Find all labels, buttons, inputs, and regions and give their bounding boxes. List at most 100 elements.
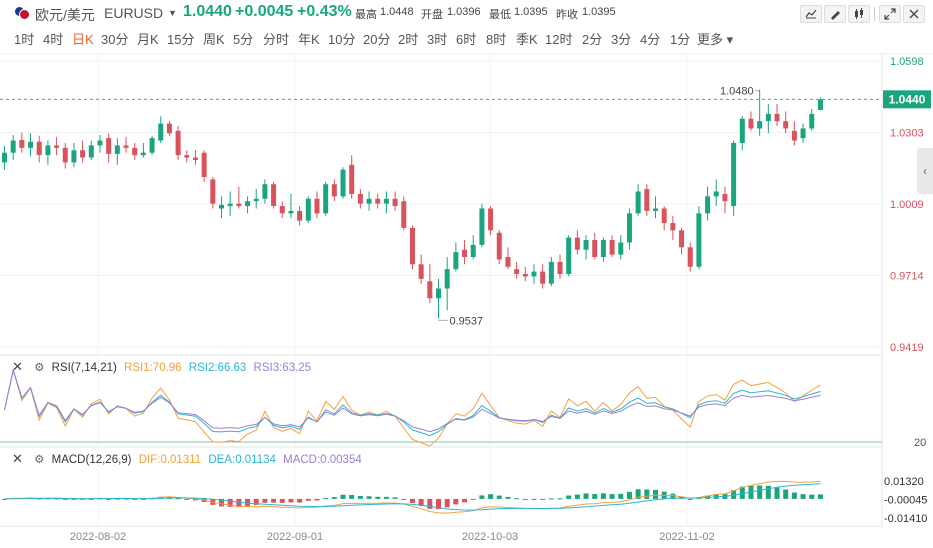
close-icon[interactable] bbox=[903, 5, 925, 23]
price-axis-label: 1.0009 bbox=[890, 199, 924, 211]
period-tab-8[interactable]: 分时 bbox=[263, 32, 290, 47]
candle-body bbox=[618, 242, 624, 255]
low-marker-label: 0.9537 bbox=[450, 315, 484, 327]
close-rsi-icon[interactable]: ✕ bbox=[12, 359, 23, 374]
period-tab-20[interactable]: 4分 bbox=[640, 32, 661, 47]
period-tab-18[interactable]: 2分 bbox=[582, 32, 603, 47]
candle-body bbox=[800, 128, 806, 139]
period-tab-10[interactable]: 10分 bbox=[328, 32, 356, 47]
candle-body bbox=[592, 240, 598, 258]
candle-body bbox=[418, 264, 424, 279]
period-tab-3[interactable]: 30分 bbox=[101, 32, 129, 47]
macd-histogram-bar bbox=[349, 494, 355, 499]
candle-body bbox=[514, 269, 520, 274]
rsi1-value: RSI1:70.96 bbox=[124, 362, 182, 374]
candle-body bbox=[305, 198, 311, 221]
price-change: +0.0045 bbox=[235, 3, 294, 20]
high-label: 最高 bbox=[355, 9, 377, 21]
candle-body bbox=[132, 147, 138, 156]
macd-histogram-bar bbox=[583, 493, 589, 499]
period-tab-19[interactable]: 3分 bbox=[611, 32, 632, 47]
macd-histogram-bar bbox=[488, 494, 494, 499]
candle-body bbox=[600, 240, 606, 258]
period-tab-9[interactable]: 年K bbox=[298, 32, 320, 47]
macd-histogram-bar bbox=[540, 498, 546, 500]
macd-axis-label: 0.01320 bbox=[884, 476, 924, 488]
period-tab-21[interactable]: 1分 bbox=[670, 32, 691, 47]
price-axis-label: 1.0303 bbox=[890, 128, 924, 140]
dea-value: DEA:0.01134 bbox=[208, 454, 276, 466]
candle-body bbox=[158, 123, 164, 141]
macd-histogram-bar bbox=[774, 487, 780, 499]
close-macd-icon[interactable]: ✕ bbox=[12, 451, 23, 466]
macd-histogram-bar bbox=[574, 494, 580, 499]
collapse-panel-icon[interactable]: ‹ bbox=[917, 148, 933, 194]
macd-histogram-bar bbox=[409, 498, 415, 503]
period-tab-15[interactable]: 8时 bbox=[486, 32, 507, 47]
period-tab-14[interactable]: 6时 bbox=[456, 32, 477, 47]
rsi-level-label: 20 bbox=[914, 437, 926, 449]
candle-body bbox=[375, 198, 381, 204]
candle-body bbox=[757, 121, 763, 129]
symbol-code[interactable]: EURUSD bbox=[104, 5, 164, 21]
candle-body bbox=[713, 191, 719, 197]
rsi2-value: RSI2:66.63 bbox=[188, 362, 247, 374]
macd-histogram-bar bbox=[392, 497, 398, 499]
macd-histogram-bar bbox=[175, 498, 181, 500]
candle-body bbox=[184, 155, 190, 158]
draw-icon[interactable] bbox=[824, 5, 846, 23]
candle-body bbox=[791, 130, 797, 141]
candle-body bbox=[653, 208, 658, 211]
period-tab-16[interactable]: 季K bbox=[516, 32, 538, 47]
macd-histogram-bar bbox=[444, 498, 450, 508]
candle-body bbox=[149, 138, 155, 153]
macd-histogram-bar bbox=[522, 498, 528, 500]
candle-body bbox=[696, 213, 702, 267]
period-tab-4[interactable]: 月K bbox=[137, 32, 159, 47]
period-tab-0[interactable]: 1时 bbox=[14, 32, 35, 47]
line-chart-icon[interactable] bbox=[800, 5, 822, 23]
macd-label: MACD(12,26,9) bbox=[51, 454, 132, 466]
period-tab-6[interactable]: 周K bbox=[203, 32, 225, 47]
candlestick-settings-icon[interactable] bbox=[848, 5, 870, 23]
candle-body bbox=[774, 113, 780, 122]
period-tab-5[interactable]: 15分 bbox=[167, 32, 195, 47]
macd-histogram-bar bbox=[505, 496, 511, 499]
candle-body bbox=[809, 113, 815, 129]
macd-histogram-bar bbox=[557, 498, 563, 500]
period-tab-13[interactable]: 3时 bbox=[427, 32, 448, 47]
fullscreen-icon[interactable] bbox=[879, 5, 901, 23]
candle-body bbox=[219, 204, 224, 209]
candle-body bbox=[383, 198, 389, 204]
candle-body bbox=[366, 198, 372, 204]
macd-histogram-bar bbox=[331, 497, 337, 499]
macd-axis-label: -0.01410 bbox=[884, 513, 927, 525]
period-tab-17[interactable]: 12时 bbox=[545, 32, 573, 47]
prev-close-value: 1.0395 bbox=[582, 6, 616, 18]
toolbar-divider bbox=[874, 7, 875, 21]
candle-body bbox=[80, 150, 86, 158]
macd-histogram-bar bbox=[62, 498, 68, 500]
period-tab-11[interactable]: 20分 bbox=[363, 32, 391, 47]
candle-body bbox=[106, 138, 112, 154]
candle-body bbox=[253, 198, 259, 202]
period-tab-2[interactable]: 日K bbox=[72, 32, 94, 47]
period-tab-1[interactable]: 4时 bbox=[43, 32, 64, 47]
macd-histogram-bar bbox=[184, 498, 190, 500]
high-marker-label: 1.0480 bbox=[720, 86, 754, 98]
symbol-name[interactable]: 欧元/美元 bbox=[35, 7, 95, 23]
rsi-settings-icon[interactable]: ⚙ bbox=[34, 362, 45, 374]
candle-body bbox=[496, 232, 502, 260]
macd-dea-line bbox=[4, 483, 821, 511]
macd-settings-icon[interactable]: ⚙ bbox=[34, 454, 45, 466]
macd-histogram-bar bbox=[305, 498, 311, 501]
price-axis-label: 0.9714 bbox=[890, 270, 924, 282]
candle-body bbox=[36, 141, 42, 156]
candle-body bbox=[817, 99, 823, 111]
period-tab-12[interactable]: 2时 bbox=[398, 32, 419, 47]
period-tab-7[interactable]: 5分 bbox=[233, 32, 254, 47]
period-tab-22[interactable]: 更多 ▾ bbox=[697, 32, 734, 47]
symbol-dropdown-icon[interactable]: ▼ bbox=[168, 8, 177, 18]
